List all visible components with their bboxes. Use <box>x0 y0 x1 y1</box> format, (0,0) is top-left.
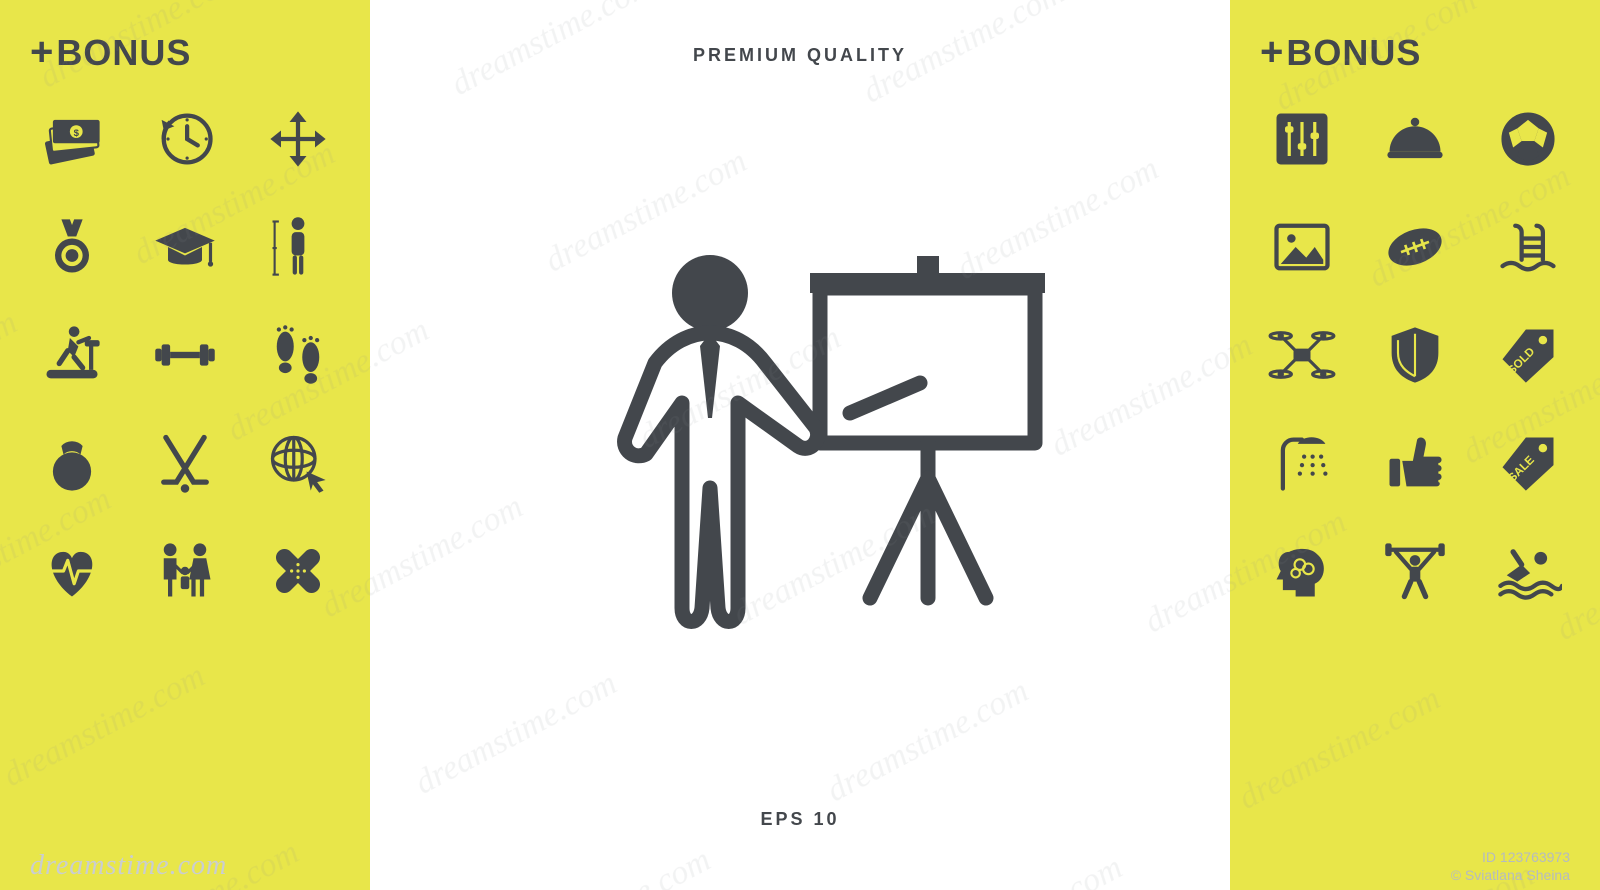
right-bonus-panel: + BONUS SOLD SALE <box>1230 0 1600 890</box>
kettlebell-icon <box>38 429 106 497</box>
clock-back-icon <box>151 105 219 173</box>
barbell-icon <box>151 321 219 389</box>
shield-icon <box>1381 321 1449 389</box>
bonus-text: BONUS <box>56 32 191 74</box>
soccer-ball-icon <box>1494 105 1562 173</box>
swimming-pool-icon <box>1494 213 1562 281</box>
eps-label: EPS 10 <box>760 809 839 830</box>
money-stack-icon: $ <box>38 105 106 173</box>
page-layout: + BONUS $ PREMIUM QUALITY <box>0 0 1600 890</box>
sale-tag-icon: SALE <box>1494 429 1562 497</box>
bonus-header-right: + BONUS <box>1260 30 1570 75</box>
move-arrows-icon <box>264 105 332 173</box>
bonus-plus: + <box>30 30 54 75</box>
presenter-flipchart-icon <box>540 178 1060 698</box>
footprints-icon <box>264 321 332 389</box>
left-icon-grid: $ <box>30 105 340 605</box>
bonus-text: BONUS <box>1286 32 1421 74</box>
shower-icon <box>1268 429 1336 497</box>
thumbs-up-icon <box>1381 429 1449 497</box>
hockey-sticks-icon <box>151 429 219 497</box>
left-bonus-panel: + BONUS $ <box>0 0 370 890</box>
globe-cursor-icon <box>264 429 332 497</box>
bonus-plus: + <box>1260 30 1284 75</box>
family-icon <box>151 537 219 605</box>
weightlifter-icon <box>1381 537 1449 605</box>
head-brain-icon <box>1268 537 1336 605</box>
medal-icon <box>38 213 106 281</box>
treadmill-icon <box>38 321 106 389</box>
sold-tag-icon: SOLD <box>1494 321 1562 389</box>
mixer-sliders-icon <box>1268 105 1336 173</box>
right-icon-grid: SOLD SALE <box>1260 105 1570 605</box>
body-measure-icon <box>264 213 332 281</box>
picture-frame-icon <box>1268 213 1336 281</box>
dish-cover-icon <box>1381 105 1449 173</box>
american-football-icon <box>1381 213 1449 281</box>
drone-icon <box>1268 321 1336 389</box>
center-panel: PREMIUM QUALITY <box>370 0 1230 890</box>
premium-quality-label: PREMIUM QUALITY <box>693 45 907 66</box>
graduation-cap-icon <box>151 213 219 281</box>
swimmer-icon <box>1494 537 1562 605</box>
svg-text:$: $ <box>74 128 80 139</box>
heartbeat-icon <box>38 537 106 605</box>
main-illustration <box>390 66 1210 809</box>
bandages-icon <box>264 537 332 605</box>
bonus-header-left: + BONUS <box>30 30 340 75</box>
